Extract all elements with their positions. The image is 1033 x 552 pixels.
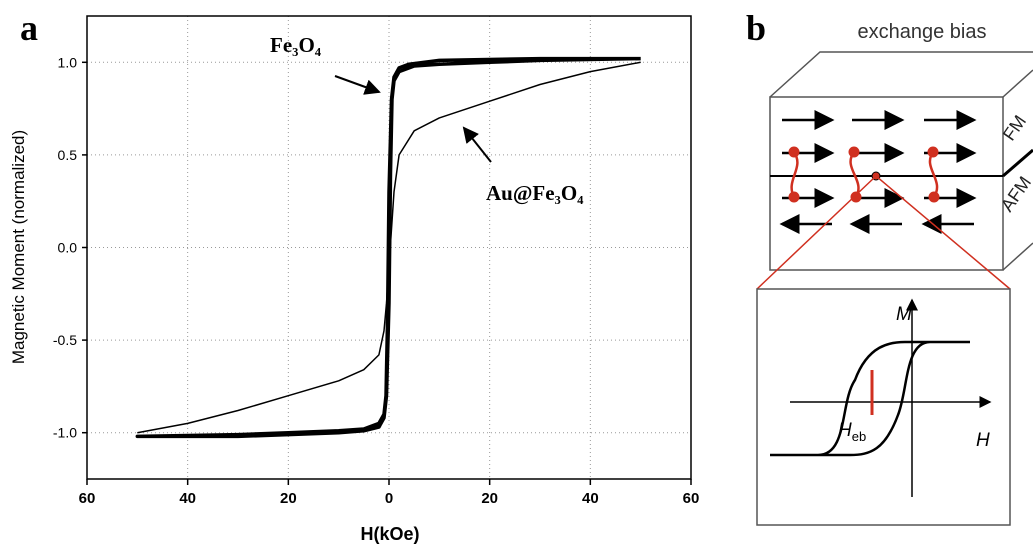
series-line xyxy=(135,56,641,439)
x-tick-label: 60 xyxy=(79,490,96,507)
interface xyxy=(1002,148,1033,178)
heb-symbol: H xyxy=(838,420,852,441)
x-tick-label: 40 xyxy=(179,490,196,507)
annotation: Fe₃O₄ xyxy=(270,33,322,57)
annotation-arrow xyxy=(462,126,492,163)
x-tick-label: 20 xyxy=(481,490,498,507)
inset-box xyxy=(756,288,1011,526)
inset-axis-label: M xyxy=(896,304,912,325)
diagram: exchange bias FM AFM M H Heb xyxy=(756,21,1033,526)
y-tick-label: -0.5 xyxy=(53,332,77,348)
series-line xyxy=(137,61,641,434)
heb-subscript: eb xyxy=(852,429,866,444)
inset-axis-label: H xyxy=(976,430,990,451)
chart: 60 40 20 0 20 40 60 -1.0 -0.5 0.0 0.5 1.0 xyxy=(53,15,700,507)
x-axis-label: H(kOe) xyxy=(360,524,419,544)
diagram-title: exchange bias xyxy=(858,21,987,43)
y-tick-label: 0.0 xyxy=(58,240,78,256)
y-tick-label: 0.5 xyxy=(58,147,78,163)
panel-label: a xyxy=(20,8,38,48)
y-tick-label: 1.0 xyxy=(58,54,78,70)
x-tick-label: 40 xyxy=(582,490,599,507)
annotation: Au@Fe₃O₄ xyxy=(486,181,584,205)
panel-label: b xyxy=(746,8,766,48)
annotation-arrow xyxy=(334,75,381,95)
x-tick-label: 60 xyxy=(683,490,700,507)
cube-edges xyxy=(769,51,1033,271)
y-axis-label: Magnetic Moment (normalized) xyxy=(9,130,28,364)
x-tick-label: 0 xyxy=(385,490,393,507)
heb-label: Heb xyxy=(838,420,866,444)
x-tick-label: 20 xyxy=(280,490,297,507)
y-tick-label: -1.0 xyxy=(53,425,77,441)
zoom-lines xyxy=(756,175,1011,290)
inset-loop xyxy=(770,340,970,457)
plot-frame xyxy=(86,15,692,480)
